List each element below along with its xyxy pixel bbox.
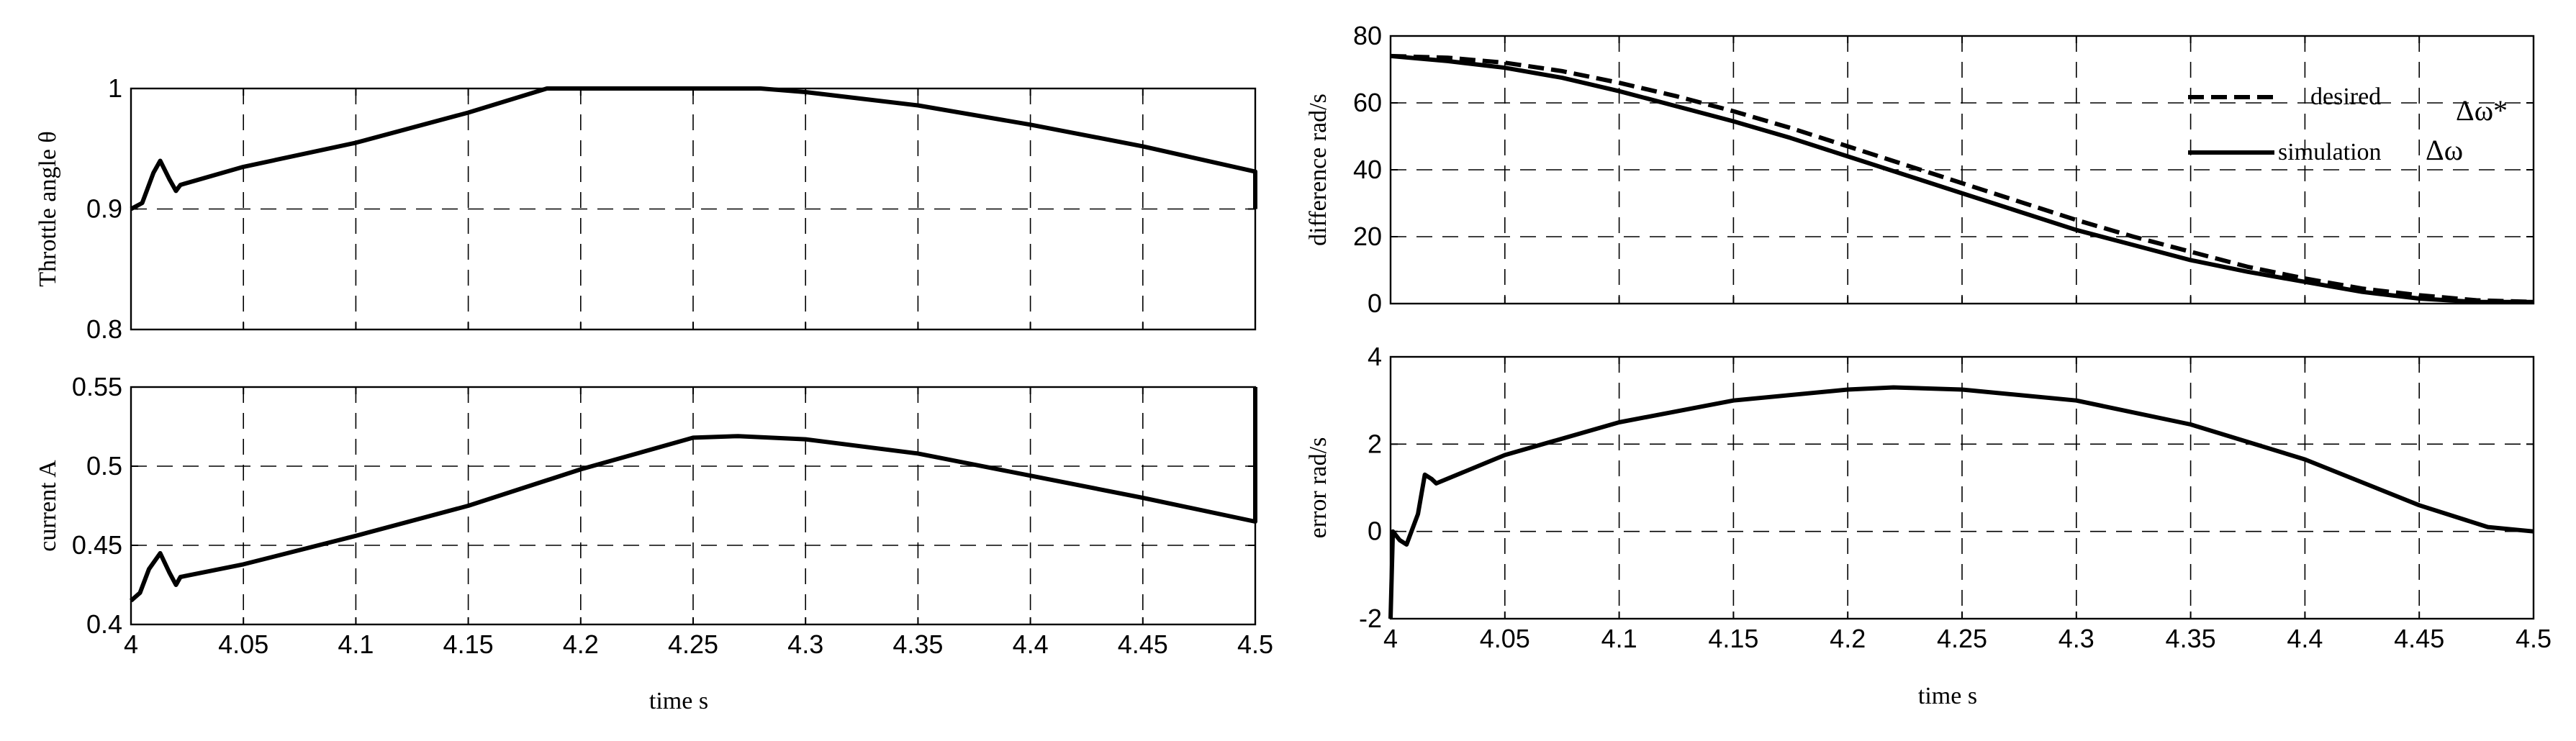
legend-label-simulation: simulation <box>2278 139 2382 165</box>
y-tick-label: 0.5 <box>86 451 122 481</box>
series-line-panel-4 <box>1388 385 2534 619</box>
x-tick-label: 4.45 <box>1118 629 1168 659</box>
y-tick-label: 0.45 <box>72 530 122 560</box>
series-line-panel-2 <box>130 387 1257 603</box>
x-axis-label: time s <box>649 688 708 714</box>
y-axis-label: Throttle angle θ <box>35 131 61 286</box>
x-tick-label: 4.2 <box>563 629 599 659</box>
legend-symbol-desired: Δω* <box>2456 94 2508 127</box>
series-line-panel-1 <box>130 86 1257 212</box>
x-tick-label: 4.05 <box>1480 624 1530 653</box>
x-tick-label: 4.35 <box>892 629 943 659</box>
x-tick-label: 4.1 <box>338 629 374 659</box>
x-tick-label: 4.5 <box>1237 629 1273 659</box>
y-tick-label: 2 <box>1368 429 1382 458</box>
y-tick-label: -2 <box>1359 604 1382 633</box>
x-tick-label: 4 <box>124 629 138 659</box>
series-line-simulation <box>1390 53 2534 304</box>
y-tick-label: 0 <box>1368 517 1382 546</box>
y-axis-label: difference rad/s <box>1305 94 1332 246</box>
x-tick-label: 4.45 <box>2394 624 2444 653</box>
y-tick-label: 80 <box>1353 21 1382 50</box>
chart-panel-3: 0 20 40 60 80 difference rad/s desired Δω* simul… <box>1305 21 2535 318</box>
x-tick-label: 4.05 <box>218 629 268 659</box>
x-tick-label: 4.25 <box>668 629 718 659</box>
series-line-desired <box>1390 53 2534 304</box>
y-axis-label: current A <box>35 460 61 552</box>
x-tick-label: 4.2 <box>1830 624 1866 653</box>
x-tick-label: 4.4 <box>1013 629 1049 659</box>
legend-label-desired: desired <box>2310 83 2381 110</box>
x-tick-label: 4.15 <box>443 629 494 659</box>
y-tick-label: 0 <box>1368 288 1382 318</box>
y-tick-label: 1 <box>108 73 122 103</box>
y-tick-label: 0.4 <box>86 609 122 639</box>
x-tick-label: 4.3 <box>2058 624 2094 653</box>
x-tick-label: 4.15 <box>1708 624 1758 653</box>
y-tick-label: 4 <box>1368 342 1382 371</box>
chart-panel-1: 0.8 0.9 1 Throttle angle θ <box>35 73 1257 344</box>
x-tick-label: 4.1 <box>1601 624 1637 653</box>
y-tick-label: 0.9 <box>86 194 122 224</box>
x-tick-label: 4.25 <box>1937 624 1987 653</box>
x-tick-label: 4 <box>1383 624 1398 653</box>
x-axis-label: time s <box>1918 683 1977 709</box>
legend: desired Δω* simulation Δω <box>2188 83 2508 166</box>
y-tick-label: 40 <box>1353 155 1382 184</box>
x-tick-label: 4.3 <box>787 629 823 659</box>
y-tick-label: 20 <box>1353 222 1382 251</box>
x-tick-label: 4.35 <box>2166 624 2216 653</box>
legend-symbol-simulation: Δω <box>2426 134 2463 166</box>
x-tick-label: 4.4 <box>2287 624 2323 653</box>
y-tick-label: 60 <box>1353 88 1382 117</box>
y-axis-label: error rad/s <box>1305 437 1332 539</box>
y-tick-label: 0.8 <box>86 314 122 344</box>
chart-panel-4: -2 0 2 4 4 4.05 4.1 4.15 4.2 4.25 4.3 4.35 4.4 4.45 4.… <box>1305 342 2552 709</box>
y-tick-label: 0.55 <box>72 372 122 401</box>
x-tick-label: 4.5 <box>2516 624 2552 653</box>
chart-panel-2: 0.4 0.45 0.5 0.55 4 4.05 4.1 4.15 4.2 4.25 4.3 4.35… <box>35 372 1273 714</box>
